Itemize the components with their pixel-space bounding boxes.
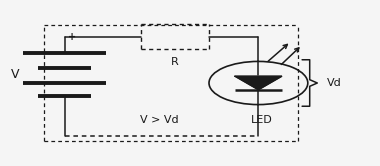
- Text: V > Vd: V > Vd: [140, 115, 179, 124]
- Text: R: R: [171, 57, 179, 67]
- Text: +: +: [68, 32, 76, 42]
- Text: V: V: [11, 68, 19, 81]
- Polygon shape: [235, 76, 282, 90]
- Text: LED: LED: [251, 115, 273, 124]
- Text: Vd: Vd: [327, 78, 342, 88]
